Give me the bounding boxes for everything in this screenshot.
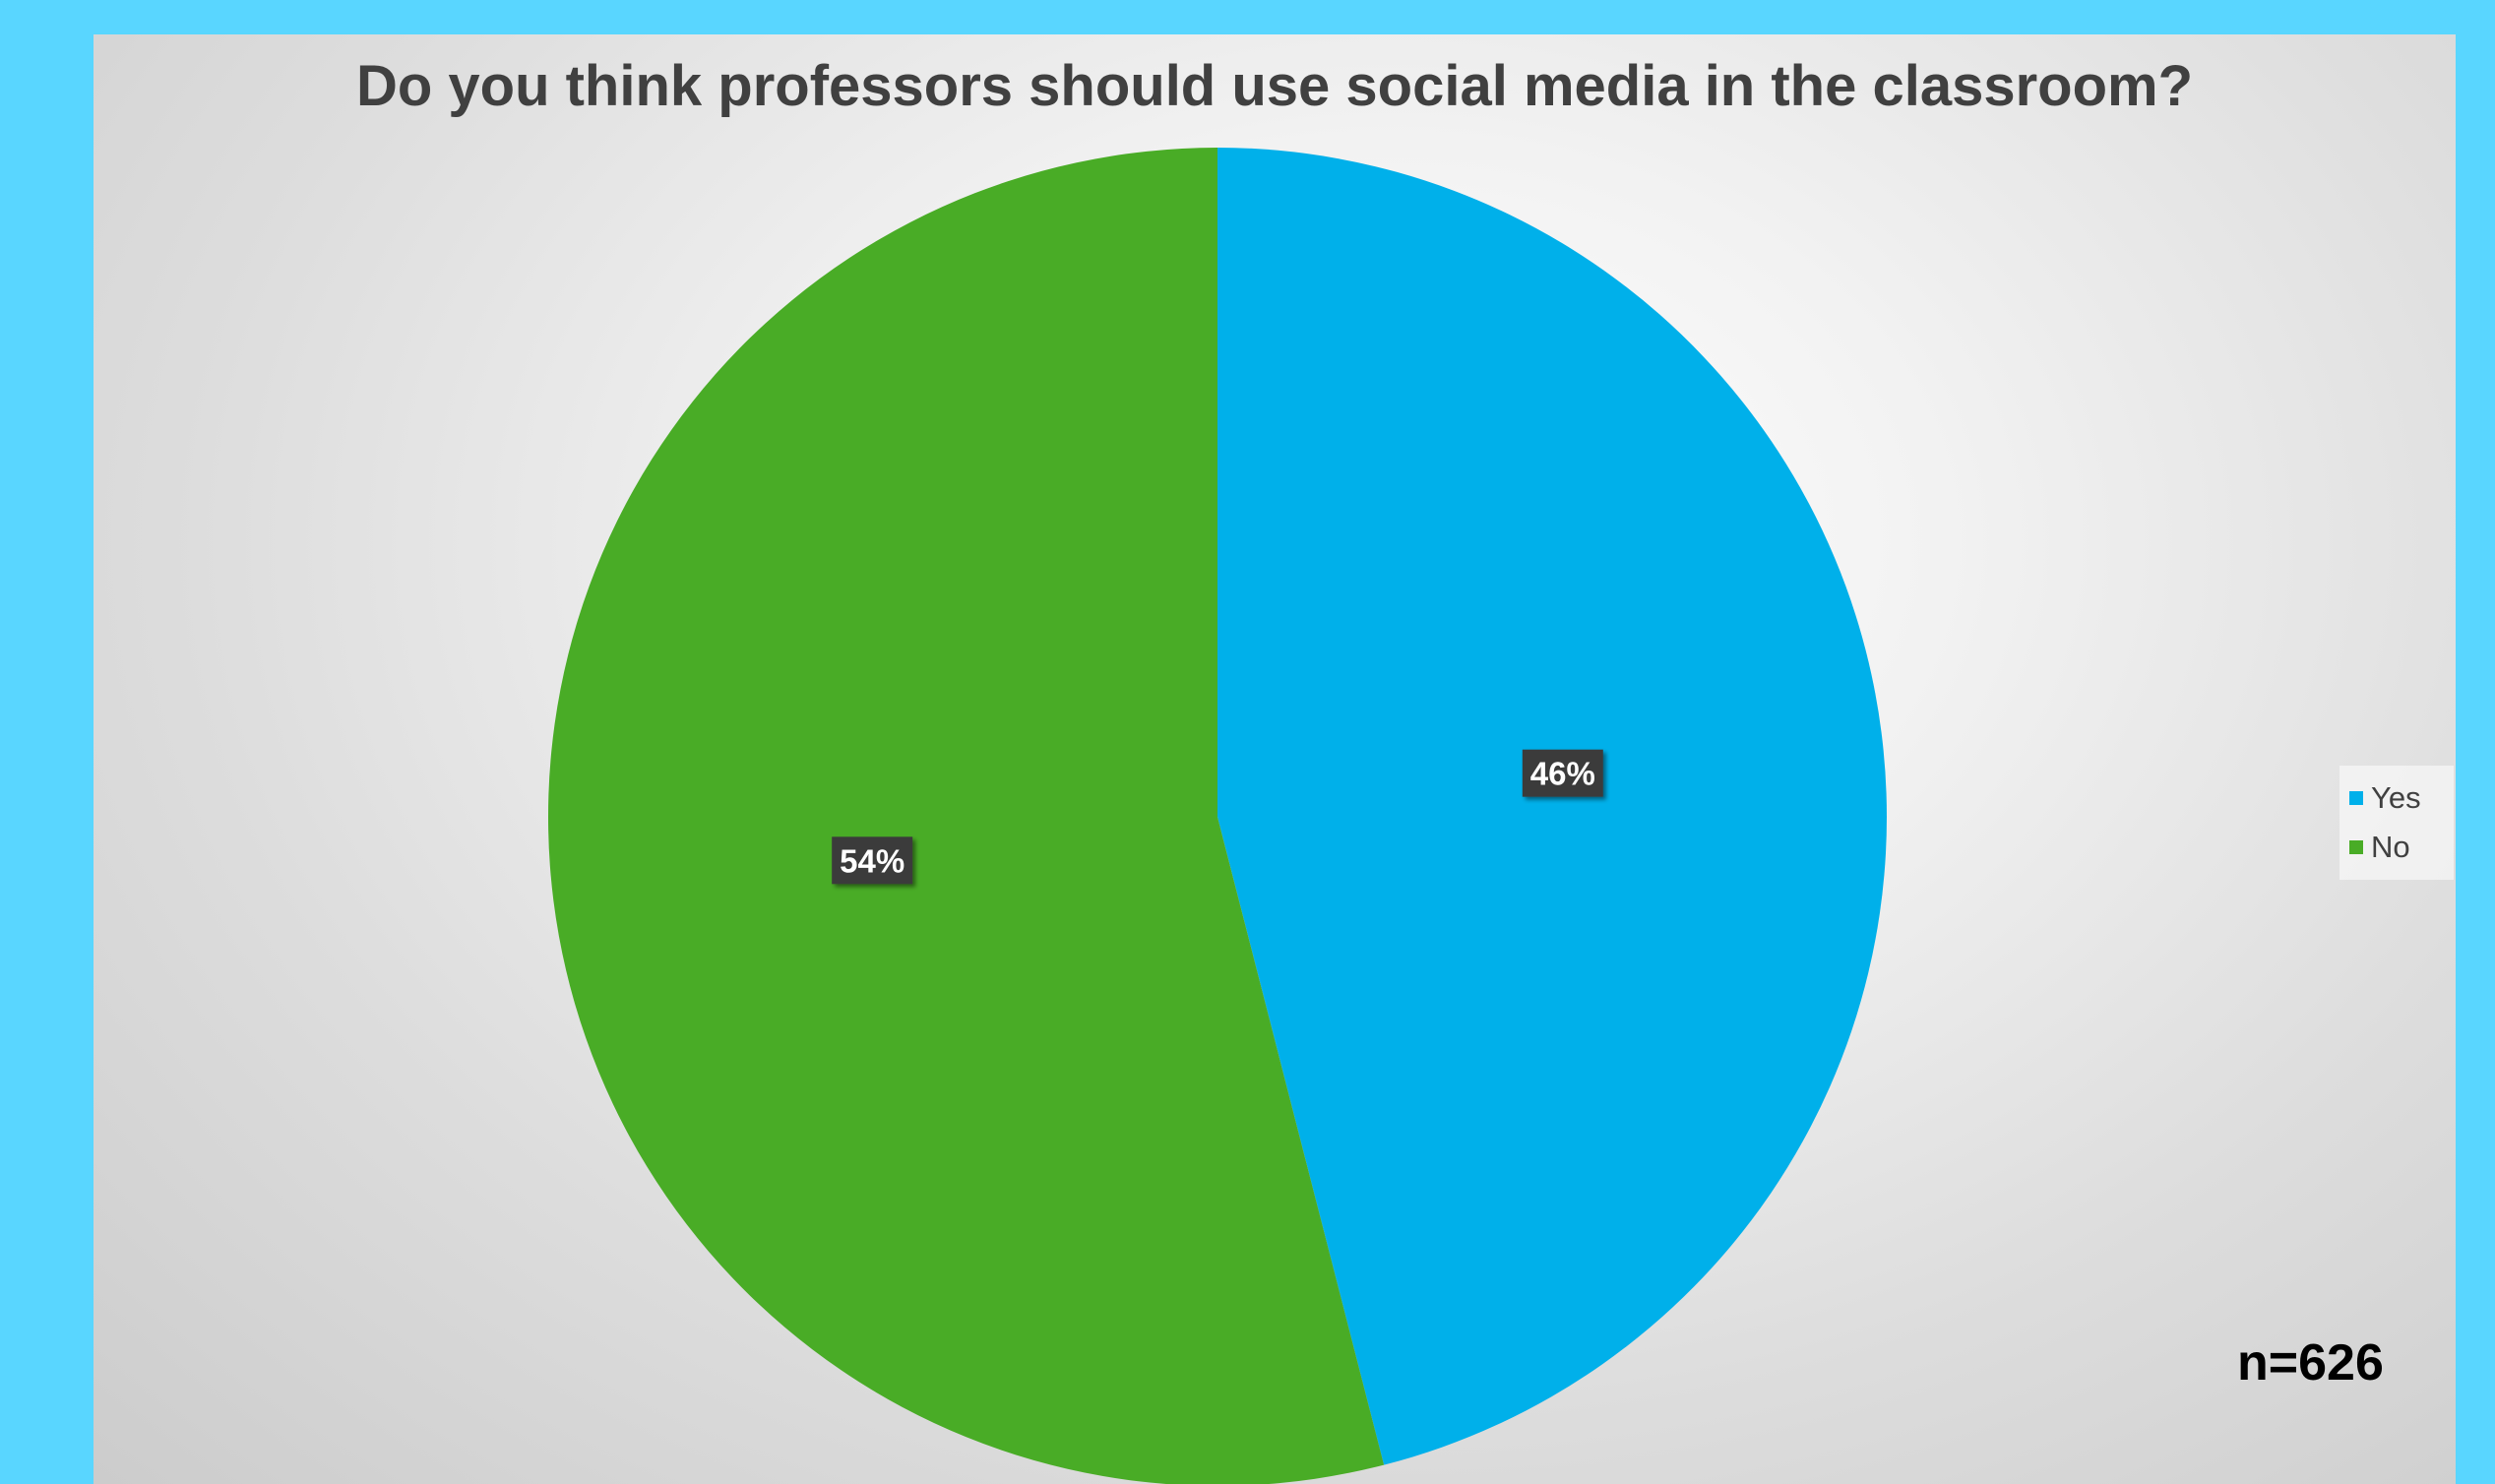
data-label-text: 54% [840,842,904,879]
data-label-box [1522,749,1603,797]
legend-swatch [2349,840,2363,854]
legend: Yes No [2339,766,2454,880]
chart-title: Do you think professors should use socia… [355,54,2194,118]
data-label-no: 54% [832,836,913,885]
legend-swatch [2349,791,2363,805]
pie-slices [548,148,1888,1484]
pie-slice-yes [1217,148,1888,1465]
pie-data-labels: 46% 54% [832,749,1603,885]
pie-chart: 46% 54% [548,148,1888,1484]
legend-label: No [2371,830,2410,864]
chart-panel: Do you think professors should use socia… [94,34,2456,1484]
data-label-box [832,836,913,885]
legend-item-no: No [2349,823,2448,872]
legend-item-yes: Yes [2349,773,2448,823]
legend-label: Yes [2371,780,2421,815]
data-label-text: 46% [1530,756,1595,792]
sample-size-annotation: n=626 [2237,1334,2384,1391]
pie-slice-no [548,148,1385,1484]
data-label-yes: 46% [1522,749,1603,797]
